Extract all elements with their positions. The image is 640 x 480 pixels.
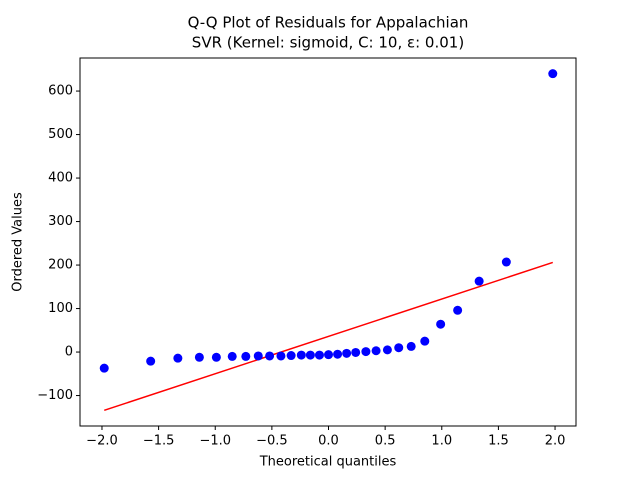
chart-subtitle: SVR (Kernel: sigmoid, C: 10, ε: 0.01) [192, 34, 464, 52]
x-tick-label: −1.5 [143, 434, 175, 449]
data-point [276, 351, 286, 361]
x-tick-label: 0.0 [318, 434, 339, 449]
y-tick-label: 100 [48, 301, 73, 316]
x-tick-label: −2.0 [86, 434, 118, 449]
fit-line [104, 261, 554, 412]
data-point [420, 336, 430, 346]
data-point [501, 257, 511, 267]
y-axis-label: Ordered Values [11, 192, 26, 292]
data-point [351, 347, 361, 357]
data-point [286, 351, 296, 361]
data-point [296, 350, 306, 360]
y-tick-label: 500 [48, 127, 73, 142]
data-point [241, 351, 251, 361]
data-point [333, 349, 343, 359]
x-tick-label: 1.0 [431, 434, 452, 449]
y-tick-label: 400 [48, 171, 73, 186]
data-point [305, 350, 315, 360]
data-point [99, 363, 109, 373]
data-point [453, 305, 463, 315]
chart-title: Q-Q Plot of Residuals for Appalachian [188, 14, 469, 32]
x-tick-label: −0.5 [256, 434, 288, 449]
data-point [361, 347, 371, 357]
data-point [211, 352, 221, 362]
data-point [146, 356, 156, 366]
y-tick-label: 0 [65, 345, 73, 360]
y-tick-label: 200 [48, 258, 73, 273]
x-axis-label: Theoretical quantiles [259, 455, 397, 470]
x-tick-label: 1.5 [488, 434, 509, 449]
data-point [342, 348, 352, 358]
data-point [371, 346, 381, 356]
data-point [382, 345, 392, 355]
x-tick-label: −1.0 [199, 434, 231, 449]
data-point [548, 69, 558, 79]
data-point [474, 276, 484, 286]
x-tick-label: 0.5 [375, 434, 396, 449]
data-point [314, 350, 324, 360]
data-point [173, 353, 183, 363]
data-point [406, 341, 416, 351]
data-point [227, 351, 237, 361]
data-point [253, 351, 263, 361]
y-tick-label: 600 [48, 84, 73, 99]
data-point [324, 350, 334, 360]
x-tick-label: 2.0 [545, 434, 566, 449]
data-point [194, 352, 204, 362]
y-tick-label: 300 [48, 214, 73, 229]
data-point [265, 351, 275, 361]
plot-frame [79, 57, 577, 427]
data-point [436, 319, 446, 329]
y-tick-label: −100 [37, 388, 73, 403]
data-point [394, 343, 404, 353]
